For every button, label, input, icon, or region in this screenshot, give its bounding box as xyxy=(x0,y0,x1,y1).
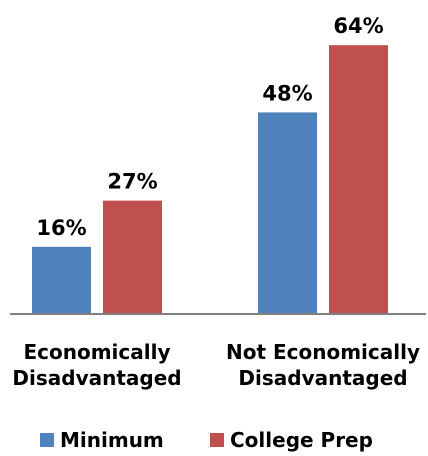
data-label-minimum-0: 16% xyxy=(36,216,86,240)
bars-group xyxy=(32,45,388,315)
data-label-minimum-1: 48% xyxy=(262,81,312,105)
bar-college-prep-1 xyxy=(329,45,388,314)
bar-minimum-1 xyxy=(258,112,317,315)
category-label-0-line-1: Disadvantaged xyxy=(12,366,181,390)
legend: Minimum College Prep xyxy=(40,428,373,452)
legend-label-college-prep: College Prep xyxy=(230,428,373,452)
legend-label-minimum: Minimum xyxy=(60,428,164,452)
legend-swatch-college-prep xyxy=(210,433,224,447)
category-label-1-line-0: Not Economically xyxy=(226,340,420,364)
data-labels-group: 16% 27% 48% 64% xyxy=(36,14,383,240)
bar-minimum-0 xyxy=(32,246,91,314)
category-label-1-line-1: Disadvantaged xyxy=(238,366,407,390)
data-label-college-prep-1: 64% xyxy=(333,14,383,38)
category-label-0-line-0: Economically xyxy=(23,340,170,364)
data-label-college-prep-0: 27% xyxy=(107,170,157,194)
bar-college-prep-0 xyxy=(103,200,162,314)
legend-swatch-minimum xyxy=(40,433,54,447)
